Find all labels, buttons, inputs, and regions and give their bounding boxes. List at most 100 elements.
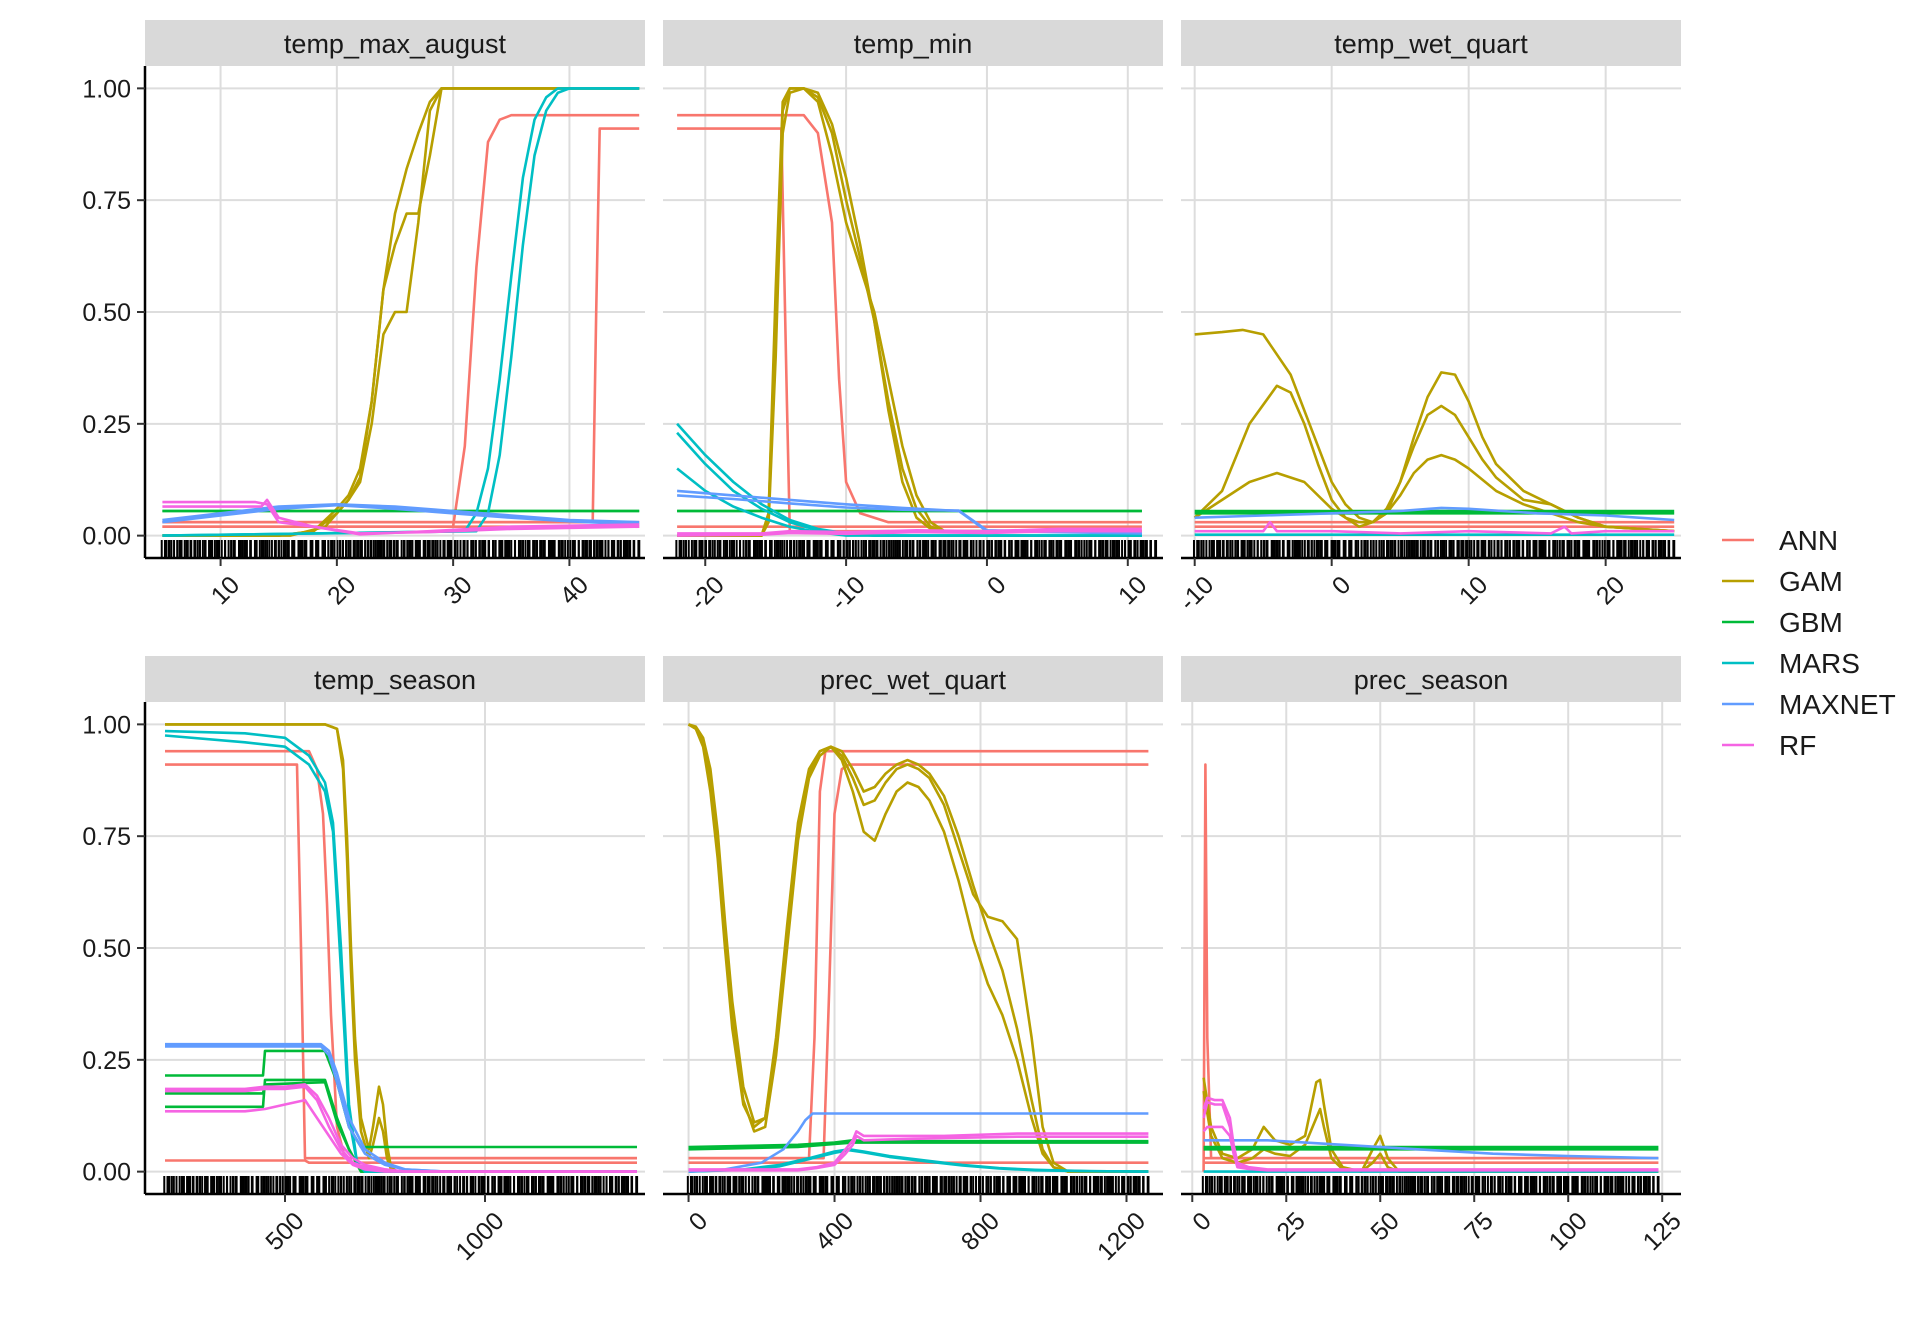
panel-temp_wet_quart: temp_wet_quart -10 0 10 20: [1174, 20, 1681, 616]
panel-strip: [145, 656, 645, 702]
x-tick-label: 0: [1327, 571, 1357, 601]
panel-prec_wet_quart: prec_wet_quart 0 400 800 1200: [663, 656, 1163, 1266]
series-line-gam: [677, 87, 1142, 537]
series-line-rf: [677, 527, 1142, 535]
x-tick-label: 800: [956, 1207, 1005, 1256]
series-line-gbm: [165, 1049, 637, 1149]
panel-title: temp_season: [314, 665, 476, 695]
x-tick-label: 30: [438, 571, 477, 610]
rug: [160, 540, 641, 558]
x-tick-label: 400: [810, 1207, 859, 1256]
series-line-ann: [688, 749, 1149, 1160]
series-line-ann: [162, 113, 640, 528]
x-tick-label: 0: [684, 1207, 714, 1237]
series-line-mars: [162, 87, 640, 537]
panel-strip: [1181, 20, 1681, 66]
rug: [686, 1176, 1150, 1194]
series-line-gam: [1194, 328, 1675, 533]
series-line-gbm: [688, 1139, 1149, 1149]
panel-strip: [1181, 656, 1681, 702]
x-tick-label: 0: [1187, 1207, 1217, 1237]
x-tick-label: 20: [322, 571, 361, 610]
x-tick-label: 0: [982, 571, 1012, 601]
panel-title: prec_wet_quart: [820, 665, 1007, 695]
rug: [675, 540, 1158, 558]
series-line-ann: [165, 749, 637, 1160]
series-line-gam: [1193, 453, 1675, 533]
y-tick-label: 0.50: [82, 935, 131, 963]
y-tick-label: 1.00: [82, 711, 131, 739]
y-tick-label: 0.25: [82, 1047, 131, 1075]
x-tick-label: 125: [1638, 1207, 1687, 1256]
legend: ANN GAM GBM MARS MAXNET RF: [1722, 525, 1896, 761]
legend-label: GBM: [1779, 607, 1843, 638]
panel-prec_season: prec_season 0 25 50 75 100 125: [1181, 656, 1687, 1256]
series-line-gam: [1202, 1077, 1659, 1173]
x-tick-label: 10: [1113, 571, 1152, 610]
series-line-gam: [1202, 1090, 1659, 1173]
series-line-ann: [165, 1159, 637, 1164]
y-tick-label: 0.75: [82, 187, 131, 215]
legend-label: MARS: [1779, 648, 1860, 679]
series-line-gam: [162, 87, 640, 537]
series-line-maxnet: [162, 503, 640, 526]
series-line-ann: [677, 113, 1142, 524]
legend-label: GAM: [1779, 566, 1843, 597]
series-line-gam: [677, 87, 1142, 537]
x-tick-label: 500: [260, 1207, 309, 1256]
series-line-rf: [1202, 1125, 1659, 1172]
y-tick-label: 0.75: [82, 823, 131, 851]
series-line-maxnet: [1203, 1139, 1659, 1160]
y-tick-label: 1.00: [82, 75, 131, 103]
rug: [1201, 1176, 1660, 1194]
x-tick-label: 1200: [1092, 1207, 1151, 1266]
series-line-rf: [688, 1134, 1149, 1172]
legend-label: MAXNET: [1779, 689, 1896, 720]
series-line-rf: [162, 498, 640, 536]
rug: [163, 1176, 639, 1194]
x-tick-label: 1000: [450, 1207, 509, 1266]
legend-label: ANN: [1779, 525, 1838, 556]
panel-strip: [663, 20, 1163, 66]
series-line-mars: [162, 87, 640, 537]
x-tick-label: -10: [1174, 571, 1219, 616]
panel-title: prec_season: [1354, 665, 1509, 695]
x-tick-label: -10: [825, 571, 870, 616]
series-line-rf: [1194, 520, 1675, 535]
series-line-gam: [1193, 384, 1675, 533]
x-tick-label: 10: [1454, 571, 1493, 610]
x-tick-label: 50: [1365, 1207, 1404, 1246]
x-tick-label: -20: [685, 571, 730, 616]
y-tick-label: 0.25: [82, 411, 131, 439]
x-tick-label: 20: [1591, 571, 1630, 610]
panel-temp_max_august: temp_max_august 0.00 0.25 0.50 0.75 1.00 10 20 3…: [82, 20, 645, 610]
panel-title: temp_min: [854, 29, 973, 59]
y-tick-label: 0.00: [82, 1159, 131, 1187]
series-line-gam: [687, 723, 1149, 1173]
series-line-ann: [688, 763, 1149, 1160]
series-line-mars: [676, 431, 1142, 537]
series-line-mars: [688, 1148, 1149, 1173]
series-line-gam: [688, 723, 1149, 1173]
panel-strip: [145, 20, 645, 66]
panel-title: temp_max_august: [284, 29, 507, 59]
x-tick-label: 100: [1544, 1207, 1593, 1256]
x-tick-label: 40: [555, 571, 594, 610]
legend-label: RF: [1779, 730, 1816, 761]
y-tick-label: 0.00: [82, 523, 131, 551]
series-line-mars: [676, 422, 1142, 537]
series-line-gbm: [688, 1141, 1149, 1151]
series-line-rf: [165, 1098, 637, 1173]
series-line-maxnet: [162, 503, 640, 524]
series-line-ann: [165, 763, 637, 1160]
series-line-maxnet: [165, 1045, 637, 1173]
panel-temp_min: temp_min -20 -10 0 10: [663, 20, 1163, 616]
series-line-maxnet: [677, 494, 1142, 535]
y-tick-label: 0.50: [82, 299, 131, 327]
panel-title: temp_wet_quart: [1334, 29, 1528, 59]
x-tick-label: 10: [206, 571, 245, 610]
series-line-maxnet: [1194, 506, 1675, 522]
x-tick-label: 25: [1271, 1207, 1310, 1246]
x-tick-label: 75: [1459, 1207, 1498, 1246]
